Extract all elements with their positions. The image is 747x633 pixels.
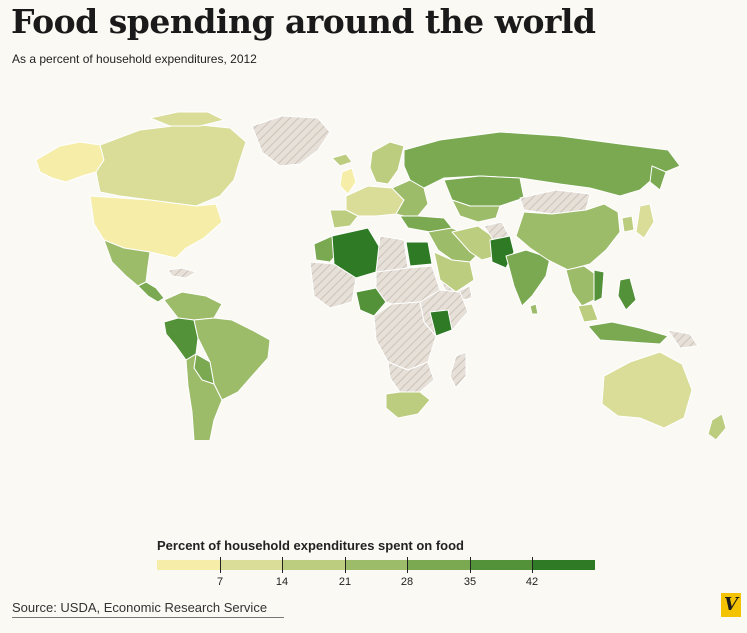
region-central-asia xyxy=(451,199,501,223)
legend-swatch-4 xyxy=(407,560,470,570)
region-china xyxy=(515,203,621,271)
region-west-africa xyxy=(309,261,357,309)
region-canada xyxy=(95,123,247,207)
legend-tick-mark xyxy=(282,557,283,573)
region-uk xyxy=(339,167,357,195)
legend-tick-mark xyxy=(470,557,471,573)
region-peru xyxy=(163,317,199,361)
region-png xyxy=(667,329,699,349)
region-kamchatka xyxy=(649,165,667,191)
legend-tick-mark xyxy=(407,557,408,573)
region-caribbean xyxy=(167,267,197,279)
legend-tick-mark xyxy=(532,557,533,573)
legend-swatch-2 xyxy=(282,560,345,570)
region-madagascar xyxy=(449,351,467,389)
page-title: Food spending around the world xyxy=(11,2,596,41)
region-central-africa xyxy=(373,301,437,371)
region-scandinavia xyxy=(369,141,405,185)
region-korea xyxy=(621,215,635,233)
region-australia xyxy=(601,351,693,429)
legend-tick-label: 28 xyxy=(400,576,414,588)
legend-swatch-5 xyxy=(469,560,533,570)
region-nigeria xyxy=(355,287,387,317)
legend-color-scale xyxy=(157,560,596,570)
legend-tick-label: 35 xyxy=(463,576,477,588)
legend-swatch-6 xyxy=(532,560,596,570)
region-russia xyxy=(403,131,681,197)
region-sri-lanka xyxy=(529,303,539,315)
region-indochina xyxy=(565,265,599,307)
legend-tick-mark xyxy=(220,557,221,573)
region-venezuela-colombia xyxy=(163,291,223,321)
region-chile-argentina xyxy=(185,353,223,440)
region-greenland xyxy=(251,115,331,167)
region-iberia xyxy=(329,209,359,229)
source-underline xyxy=(12,617,284,618)
legend-tick-label: 42 xyxy=(525,576,539,588)
vox-logo: V xyxy=(721,593,741,617)
page-subtitle: As a percent of household expenditures, … xyxy=(12,52,257,66)
region-canada-islands xyxy=(149,111,225,127)
region-alaska xyxy=(35,141,105,183)
region-indonesia xyxy=(587,321,669,345)
legend-swatch-0 xyxy=(157,560,220,570)
legend-title: Percent of household expenditures spent … xyxy=(157,538,464,553)
legend-swatch-1 xyxy=(219,560,283,570)
world-map xyxy=(35,111,727,440)
region-japan xyxy=(635,203,655,239)
region-vietnam xyxy=(593,269,605,303)
region-egypt xyxy=(405,241,433,267)
legend-swatch-3 xyxy=(344,560,408,570)
legend-tick-mark xyxy=(345,557,346,573)
region-kenya xyxy=(429,309,453,337)
region-south-africa xyxy=(385,391,431,419)
region-malaysia xyxy=(577,303,599,323)
region-new-zealand xyxy=(707,413,727,440)
legend-tick-label: 21 xyxy=(338,576,352,588)
region-central-america xyxy=(137,281,165,303)
source-note: Source: USDA, Economic Research Service xyxy=(12,600,268,615)
region-india xyxy=(505,249,551,307)
region-philippines xyxy=(617,277,637,311)
region-southern-africa xyxy=(387,361,435,393)
legend-tick-label: 14 xyxy=(275,576,289,588)
legend-tick-label: 7 xyxy=(216,576,224,588)
region-iceland xyxy=(331,153,353,167)
